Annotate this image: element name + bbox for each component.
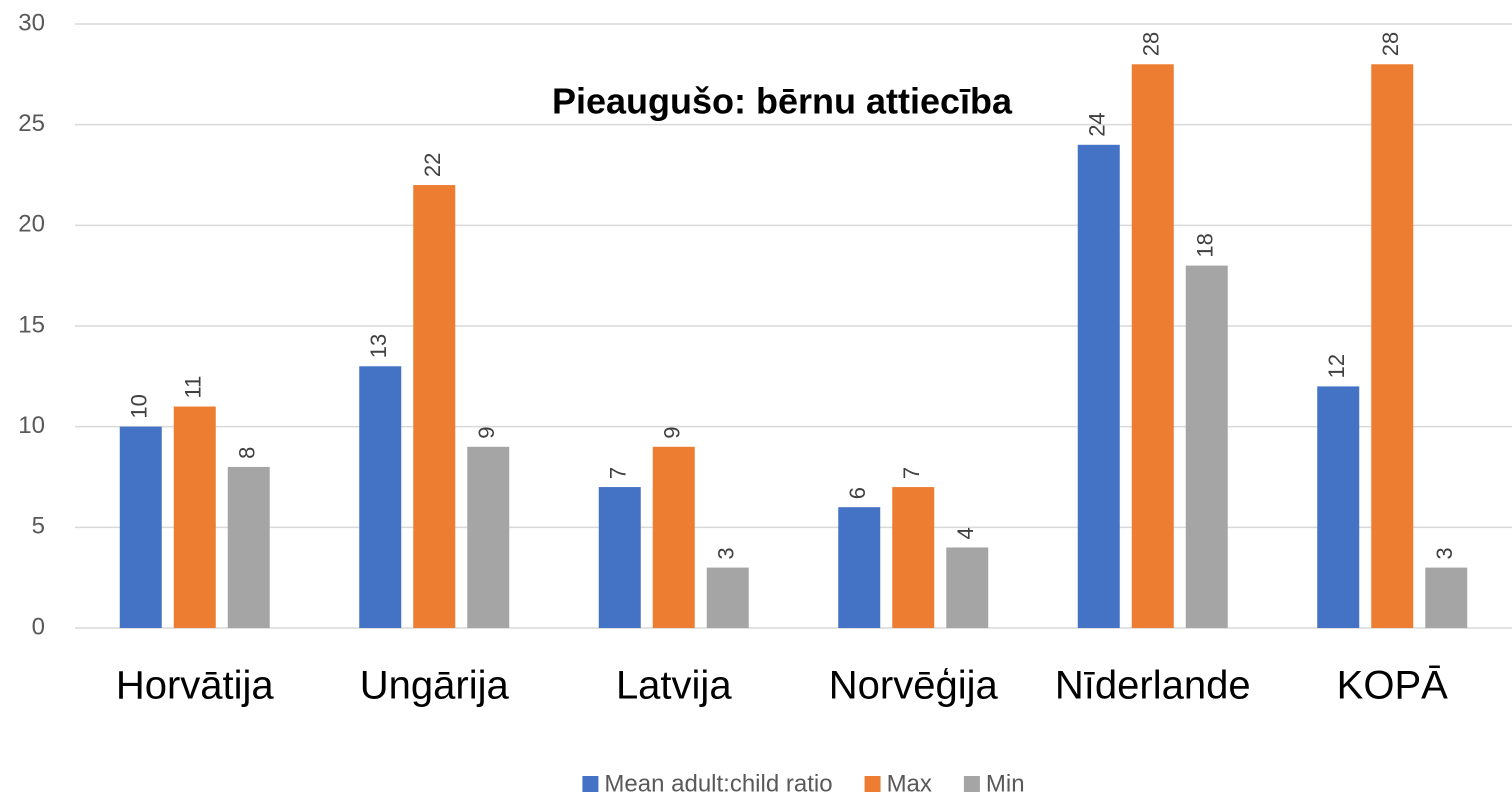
data-label: 22 xyxy=(420,153,445,177)
bar xyxy=(467,446,510,628)
bar xyxy=(706,567,749,628)
bar xyxy=(227,466,270,628)
x-tick-label: Latvija xyxy=(616,664,732,708)
data-label: 28 xyxy=(1139,32,1164,56)
legend-label: Max xyxy=(887,770,932,796)
bar xyxy=(652,446,695,628)
y-tick-label: 0 xyxy=(32,613,45,640)
x-tick-label: KOPĀ xyxy=(1337,664,1448,708)
legend-swatch xyxy=(864,776,881,792)
data-label: 24 xyxy=(1085,112,1110,136)
bar xyxy=(598,487,641,628)
bar xyxy=(1077,144,1120,629)
y-tick-label: 10 xyxy=(18,412,45,439)
legend: Mean adult:child ratio Max Min xyxy=(582,770,1025,796)
bar xyxy=(838,507,881,628)
data-label: 9 xyxy=(474,427,499,439)
bar xyxy=(946,547,989,628)
y-tick-label: 15 xyxy=(18,311,45,338)
legend-swatch xyxy=(963,776,980,792)
data-label: 10 xyxy=(127,394,152,418)
bar xyxy=(173,406,216,628)
bar xyxy=(1185,265,1228,628)
data-label: 3 xyxy=(1432,547,1457,559)
data-label: 8 xyxy=(235,447,260,459)
bar xyxy=(359,366,402,628)
x-tick-label: Horvātija xyxy=(116,664,275,708)
y-tick-label: 20 xyxy=(18,211,45,238)
bar xyxy=(1317,386,1360,628)
x-tick-label: Nīderlande xyxy=(1055,664,1251,708)
y-tick-label: 5 xyxy=(32,513,45,540)
data-label: 11 xyxy=(181,376,206,399)
bar xyxy=(1371,64,1414,629)
data-label: 6 xyxy=(845,487,870,499)
bar xyxy=(1425,567,1468,628)
data-label: 28 xyxy=(1378,32,1403,56)
legend-label: Mean adult:child ratio xyxy=(604,770,832,796)
x-tick-label: Ungārija xyxy=(360,664,510,708)
chart-title: Pieaugušo: bērnu attiecība xyxy=(552,81,1013,122)
y-tick-label: 25 xyxy=(18,110,45,137)
data-label: 3 xyxy=(714,547,739,559)
data-label: 12 xyxy=(1324,354,1349,378)
bar xyxy=(119,426,162,628)
bar xyxy=(413,185,456,629)
y-tick-label: 30 xyxy=(18,9,45,36)
data-label: 13 xyxy=(366,334,391,358)
data-label: 18 xyxy=(1193,233,1218,257)
legend-swatch xyxy=(582,776,599,792)
bar xyxy=(1131,64,1174,629)
data-label: 4 xyxy=(953,527,978,539)
x-tick-label: Norvēģija xyxy=(829,664,999,708)
bar xyxy=(892,487,935,628)
data-label: 9 xyxy=(660,427,685,439)
data-label: 7 xyxy=(606,467,631,479)
legend-label: Min xyxy=(986,770,1025,796)
data-label: 7 xyxy=(899,467,924,479)
